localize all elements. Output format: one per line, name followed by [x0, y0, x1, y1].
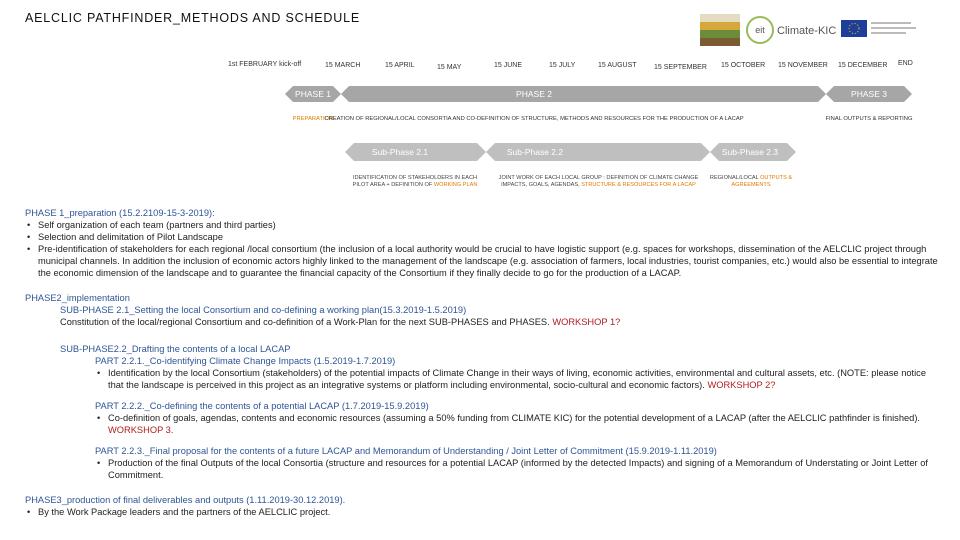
timeline-date: 15 MAY	[437, 64, 462, 71]
description-highlight: STRUCTURE & RESOURCES FOR A LACAP	[581, 182, 696, 188]
phase2-section: PHASE2_implementation SUB-PHASE 2.1_Sett…	[25, 292, 940, 481]
description-text: REGIONAL/LOCAL	[709, 175, 759, 181]
svg-text:eit: eit	[755, 25, 765, 35]
subphase-arrow	[345, 143, 486, 161]
subphase-description: REGIONAL/LOCAL OUTPUTS & AGREEMENTS	[705, 175, 797, 189]
description-text: IDENTIFICATION OF STAKEHOLDERS IN EACH P…	[352, 175, 478, 188]
workshop: WORKSHOP 2?	[707, 380, 776, 390]
part-bullet: Identification by the local Consortium (…	[95, 367, 940, 391]
part-title: PART 2.2.2._Co-defining the contents of …	[95, 401, 429, 411]
bullet: By the Work Package leaders and the part…	[25, 506, 940, 518]
subphase-label: Sub-Phase 2.2	[507, 147, 564, 157]
bullet: Selection and delimitation of Pilot Land…	[25, 231, 940, 243]
phase-description: FINAL OUTPUTS & REPORTING	[826, 116, 913, 122]
timeline-date: 15 SEPTEMBER	[654, 64, 707, 71]
title: AELCLIC PATHFINDER_METHODS AND SCHEDULE	[25, 11, 360, 25]
part-bullet: Co-definition of goals, agendas, content…	[95, 412, 940, 436]
timeline-date: END	[898, 60, 913, 67]
subphase-arrow	[710, 143, 796, 161]
subphase-description: JOINT WORK OF EACH LOCAL GROUP : DEFINIT…	[486, 175, 711, 189]
bullet-text: Identification by the local Consortium (…	[108, 368, 926, 390]
phase1-section: PHASE 1_preparation (15.2.2109-15-3-2019…	[25, 207, 940, 279]
timeline-date: 15 JUNE	[494, 62, 522, 69]
timeline-date: 15 APRIL	[385, 62, 415, 69]
workshop: WORKSHOP 3.	[108, 425, 174, 435]
phase-label: PHASE 1	[295, 89, 331, 99]
phase-arrow	[341, 86, 826, 102]
phase-arrow	[826, 86, 912, 102]
subphase-label: Sub-Phase 2.3	[722, 147, 779, 157]
workshop: WORKSHOP 1?	[552, 317, 621, 327]
description-text: JOINT WORK OF EACH LOCAL GROUP : DEFINIT…	[498, 175, 699, 188]
aelclic-logo	[700, 14, 740, 46]
timeline-date: 15 DECEMBER	[838, 62, 887, 69]
bullet: Self organization of each team (partners…	[25, 219, 940, 231]
phase-label: PHASE 3	[851, 89, 887, 99]
part: PART 2.2.3._Final proposal for the conte…	[95, 445, 940, 481]
phase3-section: PHASE3_production of final deliverables …	[25, 494, 940, 518]
subphase-description: IDENTIFICATION OF STAKEHOLDERS IN EACH P…	[345, 175, 485, 189]
phase-arrow	[285, 86, 341, 102]
timeline-date: 15 JULY	[549, 62, 576, 69]
eu-logo	[841, 20, 916, 37]
phase2-title: PHASE2_implementation	[25, 293, 130, 303]
bullet-text: Production of the final Outputs of the l…	[108, 458, 928, 480]
eit-logo: eit	[746, 16, 774, 44]
subphase21-text: Constitution of the local/regional Conso…	[60, 316, 940, 328]
timeline-date: 15 AUGUST	[598, 62, 637, 69]
text: Constitution of the local/regional Conso…	[60, 317, 550, 327]
part-title: PART 2.2.3._Final proposal for the conte…	[95, 446, 717, 456]
timeline-date: 15 OCTOBER	[721, 62, 765, 69]
subphase22-title: SUB-PHASE2.2_Drafting the contents of a …	[60, 344, 291, 354]
phase-label: PHASE 2	[516, 89, 552, 99]
part-bullet: Production of the final Outputs of the l…	[95, 457, 940, 481]
subphase-label: Sub-Phase 2.1	[372, 147, 429, 157]
phase3-title: PHASE3_production of final deliverables …	[25, 495, 346, 505]
timeline-date: 15 NOVEMBER	[778, 62, 828, 69]
phase-description: CREATION OF REGIONAL/LOCAL CONSORTIA AND…	[324, 116, 743, 122]
subphase21-title: SUB-PHASE 2.1_Setting the local Consorti…	[60, 305, 467, 315]
description-highlight: WORKING PLAN	[433, 182, 478, 188]
phase1-title: PHASE 1_preparation (15.2.2109-15-3-2019…	[25, 208, 215, 218]
description-highlight: OUTPUTS & AGREEMENTS	[731, 175, 793, 188]
subphase-arrow	[486, 143, 710, 161]
part: PART 2.2.1._Co-identifying Climate Chang…	[95, 355, 940, 391]
bullet: Pre-identification of stakeholders for e…	[25, 243, 940, 279]
part: PART 2.2.2._Co-defining the contents of …	[95, 400, 940, 436]
timeline-date: 15 MARCH	[325, 62, 360, 69]
climate-kic-logo: Climate-KIC	[777, 25, 836, 37]
bullet-text: Co-definition of goals, agendas, content…	[108, 413, 921, 423]
part-title: PART 2.2.1._Co-identifying Climate Chang…	[95, 356, 396, 366]
timeline-date: 1st FEBRUARY kick-off	[228, 61, 301, 68]
phase-description: PREPARATION	[293, 116, 334, 122]
